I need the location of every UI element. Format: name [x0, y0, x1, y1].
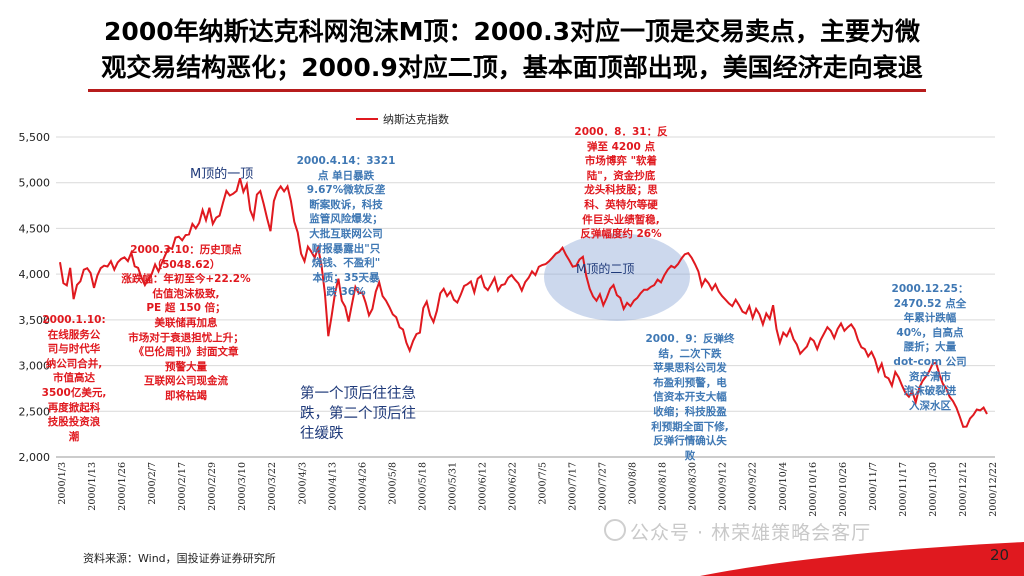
- y-tick-label: 3,500: [19, 314, 51, 327]
- x-tick-label: 2000/10/4: [778, 462, 789, 511]
- annotation-2000-8-31: 2000．8．31：反 弹至 4200 点市场博弈 "软着 陆"，资金抄底 龙头科技股…: [574, 126, 668, 241]
- legend-label: 纳斯达克指数: [383, 112, 449, 126]
- footer-swoosh: [700, 542, 1024, 576]
- annotation-2000-1-10: 2000.1.10: 在线服务公 司与时代华 纳公司合并, 市值高达 3500亿美元, 再度…: [41, 314, 107, 443]
- x-tick-label: 2000/12/22: [988, 462, 999, 517]
- x-tick-label: 2000/11/30: [928, 462, 939, 517]
- x-tick-label: 2000/6/22: [507, 462, 518, 511]
- x-tick-label: 2000/4/13: [327, 462, 338, 511]
- x-tick-label: 2000/10/26: [838, 462, 849, 517]
- x-tick-label: 2000/9/22: [748, 462, 759, 511]
- y-tick-label: 5,500: [19, 131, 51, 144]
- watermark: 公众号 · 林荣雄策略会客厅: [630, 522, 872, 544]
- annotation-2000-12-25: 2000.12.25： 2470.52 点全 年累计跌幅 40%，自高点 腰折；大量 do…: [891, 283, 969, 412]
- source-note: 资料来源：Wind，国投证券证券研究所: [83, 552, 276, 565]
- annotation-2000-3-10: 2000.3.10：历史顶点 （5048.62） 涨跌幅：年初至今+22.2% 估值泡…: [121, 244, 251, 402]
- x-tick-label: 2000/8/18: [658, 462, 669, 511]
- y-tick-label: 4,000: [19, 268, 51, 281]
- x-tick-label: 2000/6/12: [477, 462, 488, 511]
- x-tick-label: 2000/11/7: [868, 462, 879, 511]
- m-top-2-label: M顶的二顶: [576, 262, 635, 276]
- y-axis-ticks: 2,000 2,500 3,000 3,500 4,000 4,500 5,000 5,500: [19, 131, 51, 464]
- x-tick-label: 2000/8/8: [628, 462, 639, 505]
- note-double-top: 第一个顶后往往急 跌，第二个顶后往 往缓跌: [300, 386, 416, 442]
- page-number: 20: [990, 546, 1010, 564]
- x-tick-label: 2000/1/13: [87, 462, 98, 511]
- x-tick-label: 2000/2/7: [147, 462, 158, 505]
- wechat-icon: [604, 519, 626, 541]
- x-tick-label: 2000/5/31: [447, 462, 458, 511]
- x-tick-label: 2000/1/26: [117, 462, 128, 511]
- x-tick-label: 2000/8/30: [688, 462, 699, 511]
- series-line: [59, 177, 988, 428]
- m-top-1-label: M顶的一顶: [190, 167, 254, 182]
- x-tick-label: 2000/4/3: [297, 462, 308, 505]
- page-title: 2000年纳斯达克科网泡沫M顶：2000.3对应一顶是交易卖点，主要为微 观交易…: [0, 14, 1024, 86]
- annotation-2000-9: 2000．9：反弹终 结，二次下跌 苹果思科公司发 布盈利预警，电 信资本开支大幅 收缩；…: [645, 333, 735, 462]
- x-tick-label: 2000/1/3: [57, 462, 68, 505]
- grid-lines: [56, 136, 995, 458]
- title-line-1: 2000年纳斯达克科网泡沫M顶：2000.3对应一顶是交易卖点，主要为微: [104, 17, 920, 46]
- x-axis-ticks: 2000/1/3 2000/1/13 2000/1/26 2000/2/7 2000/2…: [57, 462, 999, 517]
- x-tick-label: 2000/7/5: [538, 462, 549, 505]
- highlight-ellipse: [544, 233, 690, 321]
- legend: 纳斯达克指数: [356, 112, 449, 126]
- annotation-2000-4-14: 2000.4.14：3321 点 单日暴跌 9.67%微软反垄 断案败诉，科技 监管风险…: [296, 155, 396, 299]
- x-tick-label: 2000/12/12: [958, 462, 969, 517]
- title-underline: [88, 89, 926, 92]
- x-tick-label: 2000/11/17: [898, 462, 909, 517]
- x-tick-label: 2000/5/18: [417, 462, 428, 511]
- x-tick-label: 2000/2/29: [207, 462, 218, 511]
- title-line-2: 观交易结构恶化；2000.9对应二顶，基本面顶部出现，美国经济走向衰退: [101, 53, 923, 82]
- x-tick-label: 2000/4/26: [357, 462, 368, 511]
- y-tick-label: 2,000: [19, 451, 51, 464]
- x-tick-label: 2000/9/12: [718, 462, 729, 511]
- x-tick-label: 2000/10/16: [808, 462, 819, 517]
- x-tick-label: 2000/3/10: [237, 462, 248, 511]
- x-tick-label: 2000/2/17: [177, 462, 188, 511]
- x-tick-label: 2000/5/8: [387, 462, 398, 505]
- y-tick-label: 3,000: [19, 360, 51, 373]
- y-tick-label: 4,500: [19, 222, 51, 235]
- y-tick-label: 2,500: [19, 405, 51, 418]
- x-tick-label: 2000/7/27: [598, 462, 609, 511]
- x-tick-label: 2000/7/17: [568, 462, 579, 511]
- x-tick-label: 2000/3/22: [267, 462, 278, 511]
- y-tick-label: 5,000: [19, 177, 51, 190]
